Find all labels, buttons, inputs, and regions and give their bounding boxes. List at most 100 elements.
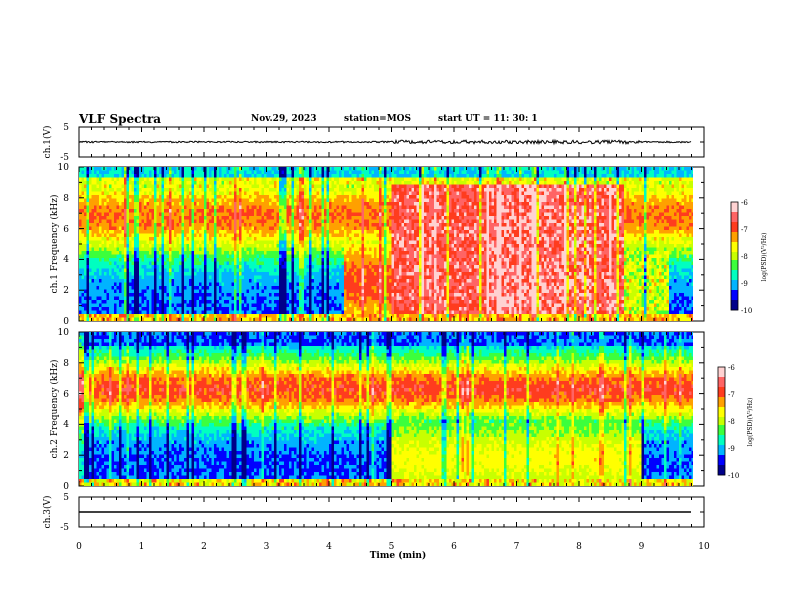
spectrogram-cell [344, 174, 347, 178]
spectrogram-cell [239, 212, 242, 217]
spectrogram-cell [156, 261, 160, 266]
spectrogram-cell [279, 307, 282, 311]
spectrogram-cell [181, 251, 185, 255]
spectrogram-cell [79, 219, 82, 224]
spectrogram-cell [201, 286, 205, 290]
spectrogram-cell [121, 293, 125, 297]
spectrogram-cell [361, 202, 365, 206]
spectrogram-cell [229, 233, 232, 238]
spectrogram-cell [239, 254, 242, 259]
spectrogram-cell [214, 223, 217, 227]
spectrogram-cell [209, 216, 212, 220]
spectrogram-cell [206, 265, 210, 269]
spectrogram-cell [149, 307, 152, 311]
spectrogram-cell [119, 209, 122, 213]
spectrogram-cell [169, 202, 172, 206]
spectrogram-cell [276, 303, 280, 308]
spectrogram-cell [231, 170, 235, 175]
spectrogram-cell [116, 219, 120, 224]
spectrogram-cell [351, 247, 355, 252]
spectrogram-cell [261, 174, 265, 178]
spectrogram-cell [254, 230, 257, 234]
spectrogram-cell [226, 202, 230, 206]
spectrogram-cell [126, 251, 130, 255]
spectrogram-cell [269, 303, 272, 308]
spectrogram-cell [334, 317, 337, 321]
date-label: Nov.29, 2023 [251, 114, 317, 124]
spectrogram-cell [266, 289, 270, 294]
spectrogram-cell [146, 219, 150, 224]
spectrogram-cell [214, 244, 217, 248]
spectrogram-cell [221, 233, 225, 238]
spectrogram-cell [89, 300, 92, 304]
spectrogram-cell [104, 205, 107, 210]
spectrogram-cell [84, 226, 87, 231]
spectrogram-cell [166, 177, 170, 182]
spectrogram-cell [121, 177, 125, 182]
spectrogram-cell [186, 289, 190, 294]
spectrogram-cell [289, 300, 292, 304]
spectrogram-cell [214, 209, 217, 213]
spectrogram-cell [259, 216, 262, 220]
spectrogram-cell [136, 233, 140, 238]
spectrogram-cell [266, 181, 270, 185]
spectrogram-cell [146, 198, 150, 203]
spectrogram-cell [261, 205, 265, 210]
spectrogram-cell [246, 286, 250, 290]
spectrogram-cell [91, 219, 95, 224]
spectrogram-cell [229, 188, 232, 192]
spectrogram-cell [211, 195, 215, 199]
spectrogram-cell [121, 307, 125, 311]
spectrogram-cell [111, 188, 115, 192]
spectrogram-cell [129, 170, 132, 175]
spectrogram-cell [314, 272, 317, 276]
spectrogram-cell [289, 198, 292, 203]
spectrogram-cell [154, 167, 157, 171]
spectrogram-cell [154, 265, 157, 269]
spectrogram-cell [194, 265, 197, 269]
spectrogram-cell [99, 177, 102, 182]
spectrogram-cell [96, 261, 100, 266]
spectrogram-cell [266, 275, 270, 280]
spectrogram-cell [279, 296, 282, 301]
spectrogram-cell [151, 219, 155, 224]
spectrogram-cell [331, 272, 335, 276]
spectrogram-cell [146, 254, 150, 259]
spectrogram-cell [106, 202, 110, 206]
spectrogram-cell [214, 195, 217, 199]
spectrogram-cell [189, 282, 192, 287]
spectrogram-cell [259, 307, 262, 311]
spectrogram-cell [129, 209, 132, 213]
spectrogram-cell [106, 230, 110, 234]
spectrogram-cell [219, 272, 222, 276]
spectrogram-cell [316, 237, 320, 241]
spectrogram-cell [234, 268, 237, 273]
spectrogram-cell [266, 268, 270, 273]
spectrogram-cell [91, 307, 95, 311]
spectrogram-cell [279, 268, 282, 273]
spectrogram-cell [111, 209, 115, 213]
spectrogram-cell [181, 314, 185, 318]
spectrogram-cell [226, 209, 230, 213]
spectrogram-cell [154, 275, 157, 280]
spectrogram-cell [266, 177, 270, 182]
spectrogram-cell [354, 296, 357, 301]
spectrogram-cell [159, 289, 162, 294]
spectrogram-cell [339, 184, 342, 189]
spectrogram-cell [106, 188, 110, 192]
spectrogram-cell [94, 195, 97, 199]
spectrogram-cell [271, 216, 275, 220]
spectrogram-cell [236, 265, 240, 269]
spectrogram-cell [181, 184, 185, 189]
spectrogram-cell [154, 240, 157, 245]
spectrogram-cell [84, 237, 87, 241]
spectrogram-cell [166, 275, 170, 280]
spectrogram-cell [249, 303, 252, 308]
spectrogram-cell [166, 286, 170, 290]
spectrogram-cell [164, 258, 167, 262]
spectrogram-cell [146, 317, 150, 321]
spectrogram-cell [239, 317, 242, 321]
spectrogram-cell [354, 184, 357, 189]
spectrogram-cell [286, 181, 290, 185]
